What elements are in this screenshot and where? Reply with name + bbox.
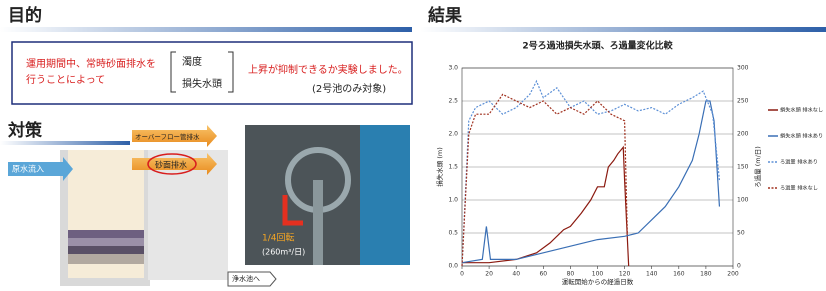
photo-part <box>360 125 410 265</box>
y2-axis-label: ろ過量 (m/日) <box>753 146 762 188</box>
y2-tick-label: 200 <box>737 131 749 138</box>
y-tick-label: 2.5 <box>448 98 458 105</box>
series-line <box>462 147 629 266</box>
layer <box>68 230 144 238</box>
y2-tick-label: 50 <box>737 230 745 237</box>
page: 目的 運用期間中、常時砂面排水を 行うことによって 濁度 損失水頭 上昇が抑制で… <box>0 0 826 291</box>
label: 砂面排水 <box>155 160 187 170</box>
y2-tick-label: 250 <box>737 98 749 105</box>
layer <box>68 246 144 254</box>
y-tick-label: 1.5 <box>448 164 458 171</box>
x-tick-label: 100 <box>592 271 604 278</box>
x-axis-label: 運転開始からの経過日数 <box>562 277 634 286</box>
label: 浄水池へ <box>232 274 260 283</box>
x-tick-label: 160 <box>673 271 685 278</box>
section-title: 目的 <box>8 5 42 26</box>
y2-tick-label: 0 <box>737 263 741 270</box>
section-bar <box>0 141 130 145</box>
section-title: 結果 <box>428 5 462 26</box>
x-tick-label: 80 <box>567 271 575 278</box>
layer <box>68 254 144 264</box>
y-tick-label: 2.0 <box>448 131 458 138</box>
purpose-text: 行うことによって <box>26 73 105 86</box>
y-tick-label: 3.0 <box>448 65 458 72</box>
purpose-item: 損失水頭 <box>182 77 222 90</box>
y2-tick-label: 100 <box>737 197 749 204</box>
legend-label: ろ過量 排水なし <box>780 184 818 192</box>
chart-title: 2号ろ過池損失水頭、ろ過量変化比較 <box>522 40 673 52</box>
series-line <box>462 81 719 266</box>
section-title: 対策 <box>7 120 43 141</box>
section-bar <box>0 27 412 32</box>
legend-label: 損失水頭 排水なし <box>780 106 823 114</box>
series-line <box>462 94 627 266</box>
legend-label: ろ過量 排水あり <box>780 158 818 166</box>
label: 原水流入 <box>12 164 44 174</box>
y-tick-label: 0.0 <box>448 263 458 270</box>
purpose-result: 上昇が抑制できるか実験しました。 <box>248 63 408 76</box>
purpose-note: (2号池のみ対象) <box>312 82 386 95</box>
x-tick-label: 200 <box>727 271 739 278</box>
chart: 2号ろ過池損失水頭、ろ過量変化比較 0.0 0.5 1.0 1.5 2.0 2.5 3.0 0 5… <box>435 40 823 287</box>
x-tick-label: 40 <box>512 271 520 278</box>
purpose-item: 濁度 <box>182 55 202 68</box>
x-tick-label: 20 <box>485 271 493 278</box>
section-bar <box>420 27 826 32</box>
y2-tick-label: 300 <box>737 65 749 72</box>
y-axis-label: 損失水頭 (m) <box>435 147 444 186</box>
x-tick-label: 120 <box>619 271 631 278</box>
label: オーバーフロー管排水 <box>135 132 200 141</box>
x-tick-label: 140 <box>646 271 658 278</box>
series-line <box>462 101 719 263</box>
y-tick-label: 0.5 <box>448 230 458 237</box>
x-tick-label: 0 <box>460 271 464 278</box>
y-tick-label: 1.0 <box>448 197 458 204</box>
x-tick-label: 180 <box>700 271 712 278</box>
valve-stem <box>313 180 323 265</box>
legend-label: 損失水頭 排水あり <box>780 132 823 140</box>
y2-tick-label: 150 <box>737 164 749 171</box>
label: 1/4回転 <box>262 233 295 244</box>
purpose-text: 運用期間中、常時砂面排水を <box>26 57 156 70</box>
layer <box>68 238 144 246</box>
label: (260m³/日) <box>262 248 305 257</box>
x-tick-label: 60 <box>539 271 547 278</box>
